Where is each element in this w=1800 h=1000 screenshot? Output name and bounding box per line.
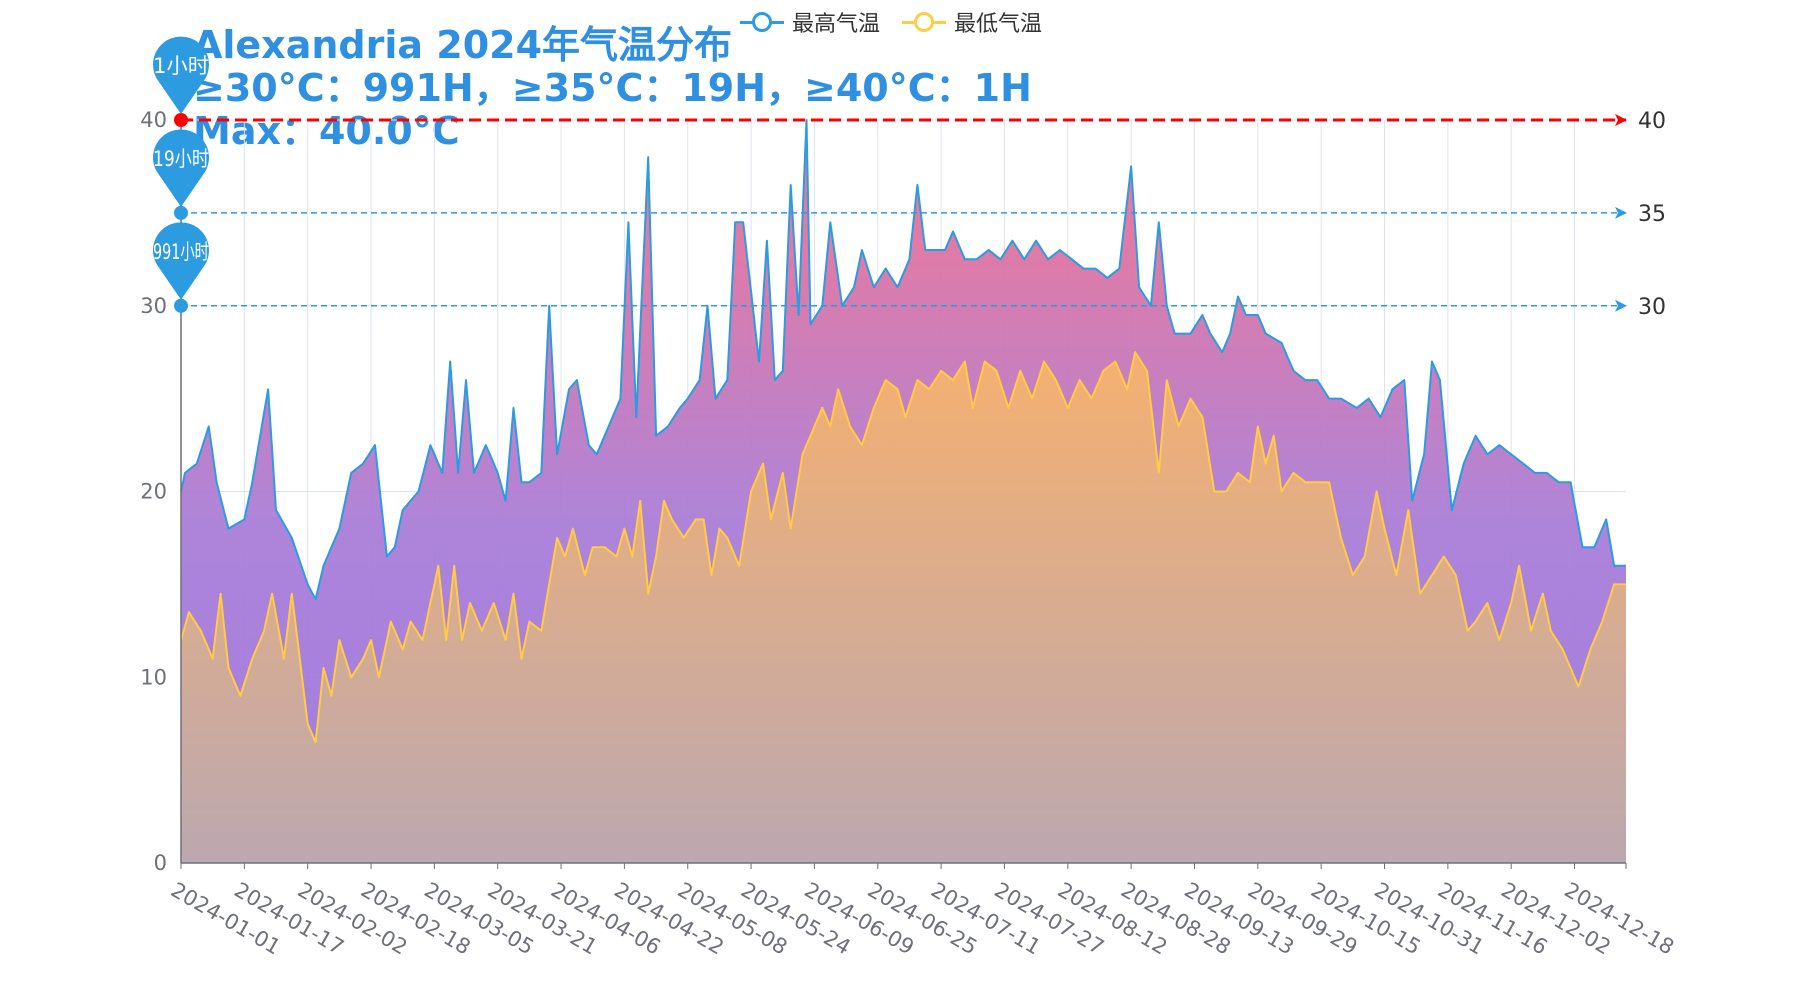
threshold-pin-30 bbox=[153, 222, 209, 300]
chart-title-block: Alexandria 2024年气温分布 ≥30°C：991H，≥35°C：19… bbox=[193, 24, 1032, 153]
series-line-max bbox=[180, 119, 1626, 601]
threshold-start-dot-30 bbox=[174, 298, 188, 313]
series-area-min bbox=[181, 352, 1626, 863]
legend-label-min: 最低气温 bbox=[954, 12, 1043, 37]
series-areas bbox=[180, 119, 1626, 863]
y-tick-label: 20 bbox=[140, 480, 167, 504]
chart-title: Alexandria 2024年气温分布 bbox=[193, 23, 733, 67]
threshold-pin-label-35: 19小时 bbox=[153, 147, 209, 171]
threshold-start-dot-40 bbox=[174, 113, 188, 127]
chart-subtitle-line-2: Max：40.0°C bbox=[193, 109, 460, 153]
threshold-lines: 40 35 30 bbox=[174, 109, 1666, 320]
threshold-pins: 1小时 19小时 991小时 bbox=[153, 36, 209, 300]
threshold-pin-40 bbox=[153, 36, 209, 114]
y-tick-label: 40 bbox=[140, 108, 167, 132]
series-line-min bbox=[180, 351, 1626, 744]
legend: 最高气温 最低气温 bbox=[740, 6, 1042, 38]
legend-item-min[interactable]: 最低气温 bbox=[902, 6, 1042, 38]
y-tick-label: 30 bbox=[140, 294, 167, 318]
legend-swatch-max-icon bbox=[740, 12, 784, 32]
threshold-start-dot-35 bbox=[174, 205, 188, 220]
y-tick-label: 10 bbox=[140, 665, 167, 689]
threshold-label-35: 35 bbox=[1638, 202, 1666, 227]
y-tick-label: 0 bbox=[154, 851, 167, 875]
legend-swatch-min-icon bbox=[902, 12, 947, 32]
legend-label-max: 最高气温 bbox=[792, 12, 881, 37]
chart-subtitle-line-1: ≥30°C：991H，≥35°C：19H，≥40°C：1H bbox=[193, 66, 1032, 110]
legend-item-max[interactable]: 最高气温 bbox=[740, 6, 880, 38]
threshold-pin-35 bbox=[153, 129, 209, 207]
threshold-pin-label-40: 1小时 bbox=[153, 54, 209, 78]
threshold-pin-label-30: 991小时 bbox=[153, 240, 209, 264]
threshold-label-40: 40 bbox=[1638, 109, 1666, 134]
threshold-label-30: 30 bbox=[1638, 295, 1666, 320]
